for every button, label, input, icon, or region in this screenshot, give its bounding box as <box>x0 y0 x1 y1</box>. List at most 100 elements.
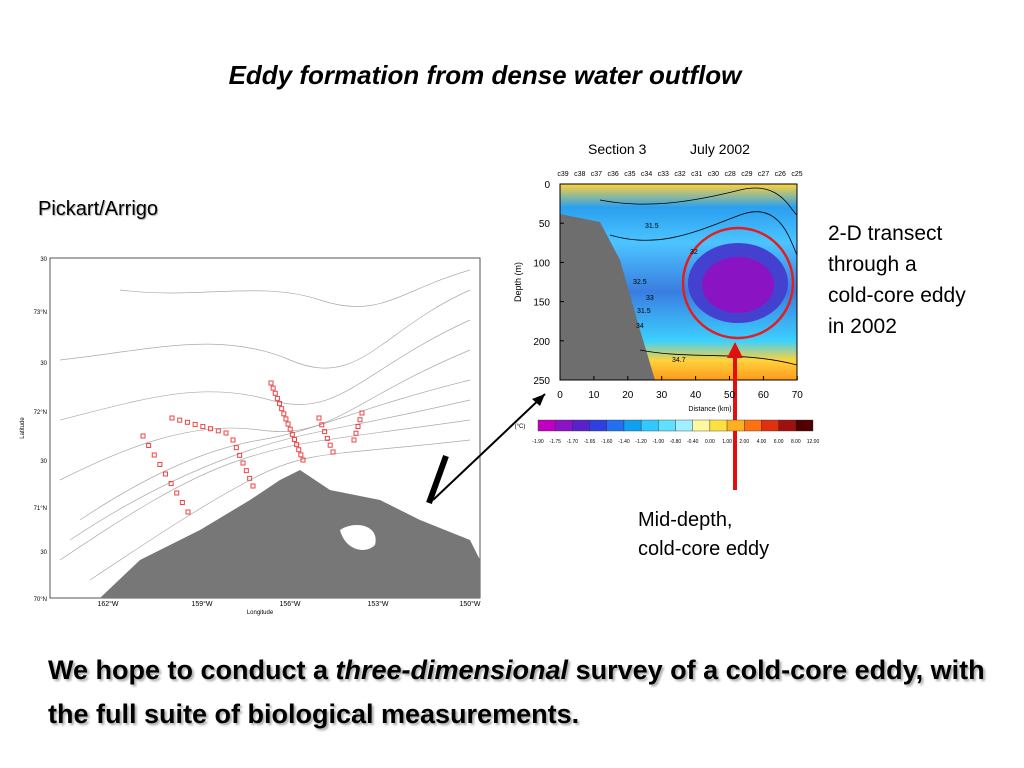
distance-tick-label: 0 <box>557 390 563 401</box>
station-square <box>268 380 274 386</box>
contour-label: 34 <box>636 323 644 330</box>
colorbar-cell <box>589 419 607 432</box>
station-label: c34 <box>641 171 652 178</box>
station-square <box>285 421 291 427</box>
distance-tick-label: 40 <box>690 390 702 401</box>
lake <box>340 525 376 550</box>
colorbar-label: 0.00 <box>705 439 715 445</box>
footer-text: We hope to conduct a <box>48 655 336 685</box>
colorbar-label: -0.40 <box>687 439 699 445</box>
colorbar-label: 8.00 <box>791 439 801 445</box>
distance-tick-label: 10 <box>588 390 600 401</box>
station-square <box>357 417 363 423</box>
transect-note: 2-D transect through a cold-core eddy in 20… <box>828 218 966 342</box>
station-square <box>283 416 289 422</box>
line: cold-core eddy <box>638 538 770 560</box>
station-square <box>294 442 300 448</box>
eddy-arrowhead <box>727 342 743 358</box>
station-markers <box>140 380 365 515</box>
station-square <box>177 417 183 423</box>
station-square <box>237 452 243 458</box>
colorbar-cell <box>640 419 659 432</box>
section-frame <box>559 183 798 381</box>
colorbar-label: -1.75 <box>549 439 561 445</box>
colorbar-label: -1.40 <box>618 439 630 445</box>
station-square <box>355 424 361 429</box>
station-square <box>277 401 283 407</box>
colorbar-label: 4.00 <box>757 439 767 445</box>
station-label: c33 <box>658 171 669 178</box>
colorbar-label: -0.80 <box>670 439 682 445</box>
station-square <box>327 442 333 448</box>
distance-tick-label: 30 <box>656 390 668 401</box>
title: Eddy formation from dense water outflow <box>228 60 742 90</box>
station-square <box>185 509 191 515</box>
distance-tick-label: 70 <box>792 390 804 401</box>
colorbar-cell <box>692 419 711 432</box>
lat-label: 73°N <box>34 310 47 316</box>
line: through a <box>828 253 917 276</box>
station-square <box>151 452 157 458</box>
station-square <box>274 395 280 401</box>
station-square <box>247 475 253 481</box>
eddy-core-inner <box>702 257 774 313</box>
colorbar-label: -1.00 <box>653 439 665 445</box>
contour-label: 31.5 <box>645 223 659 230</box>
lat-label: 70°N <box>34 597 47 603</box>
station-label: c36 <box>607 171 618 178</box>
colorbar-label: -1.65 <box>584 439 596 445</box>
colorbar-cell <box>537 419 556 432</box>
colorbar-label: -1.20 <box>635 439 647 445</box>
colorbar-label: 2.00 <box>739 439 749 445</box>
station-square <box>270 385 276 391</box>
station-square <box>184 419 190 425</box>
colorbar-cell <box>726 419 745 432</box>
distance-label: Distance (km) <box>688 406 731 413</box>
colorbar-cell <box>778 419 797 432</box>
section-title: Section 3 <box>588 141 647 157</box>
colorbar-cell <box>606 419 625 432</box>
footer-italic: three-dimensional <box>335 655 569 685</box>
map-contours <box>59 269 471 581</box>
lat-label: 30 <box>40 257 47 263</box>
colorbar-label: -1.90 <box>532 439 544 445</box>
pointer-arrowhead <box>532 394 545 406</box>
station-square <box>319 422 325 428</box>
station-label: c27 <box>758 171 769 178</box>
eddy-circle <box>681 226 795 340</box>
station-square <box>351 437 357 443</box>
station-label: c31 <box>691 171 702 178</box>
station-square <box>272 390 278 396</box>
distance-tick-label: 50 <box>724 390 736 401</box>
station-square <box>157 462 163 467</box>
line: Mid-depth, <box>638 509 733 531</box>
station-square <box>208 426 214 432</box>
colorbar-label: 12.00 <box>807 439 820 445</box>
station-square <box>296 447 302 453</box>
colorbar-cell <box>554 419 573 432</box>
contour-label: 33 <box>646 295 654 302</box>
section-contours <box>599 187 798 366</box>
lon-label: 162°W <box>97 600 118 608</box>
station-square <box>289 431 295 437</box>
colorbar-cell <box>795 419 814 432</box>
station-label: c29 <box>741 171 752 178</box>
station-label: c35 <box>624 171 635 178</box>
lat-axis-label: Latitude <box>20 417 26 439</box>
section: Section 3 July 2002 Depth (m) Distance (… <box>513 141 798 430</box>
station-label: c32 <box>674 171 685 178</box>
lon-label: 150°W <box>459 600 480 608</box>
section-date: July 2002 <box>690 141 750 157</box>
line: in 2002 <box>828 315 897 338</box>
depth-tick-label: 100 <box>533 258 550 269</box>
lat-label: 30 <box>40 459 47 465</box>
station-label: c28 <box>724 171 735 178</box>
lat-label: 30 <box>40 550 47 556</box>
colorbar-cell <box>623 419 642 432</box>
station-square <box>300 457 306 463</box>
distance-tick-label: 20 <box>622 390 634 401</box>
station-square <box>146 443 152 448</box>
station-square <box>223 430 229 436</box>
map <box>49 257 481 599</box>
